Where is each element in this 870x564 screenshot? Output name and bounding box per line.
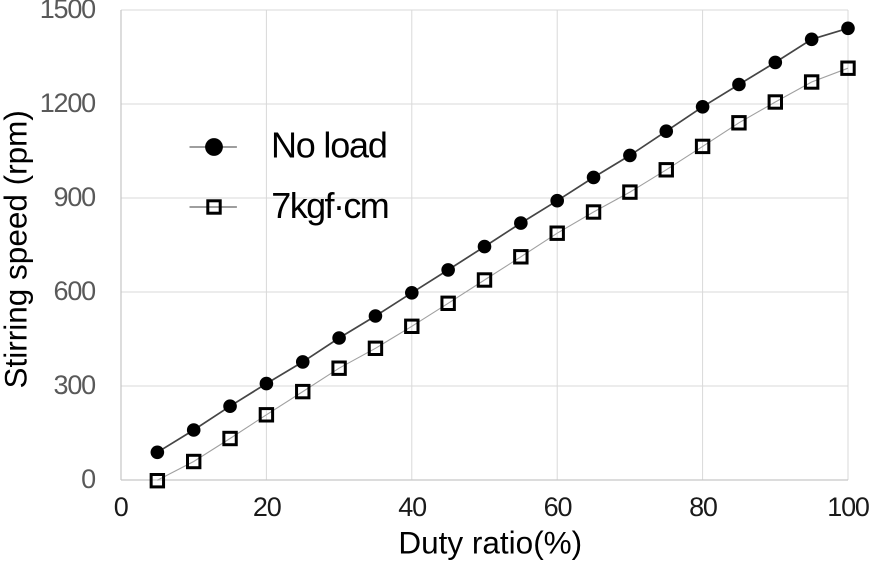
svg-text:7kgf·cm: 7kgf·cm bbox=[271, 185, 388, 226]
svg-text:Stirring speed (rpm): Stirring speed (rpm) bbox=[0, 110, 34, 388]
svg-text:900: 900 bbox=[54, 182, 96, 212]
svg-text:No load: No load bbox=[271, 125, 387, 166]
svg-text:600: 600 bbox=[54, 276, 96, 306]
svg-text:1200: 1200 bbox=[40, 88, 95, 118]
svg-text:0: 0 bbox=[114, 492, 128, 522]
svg-text:60: 60 bbox=[544, 492, 572, 522]
svg-text:100: 100 bbox=[827, 492, 869, 522]
svg-text:Duty ratio(%): Duty ratio(%) bbox=[398, 524, 582, 560]
svg-text:80: 80 bbox=[689, 492, 717, 522]
svg-text:40: 40 bbox=[398, 492, 426, 522]
svg-text:300: 300 bbox=[54, 370, 96, 400]
svg-text:1500: 1500 bbox=[40, 0, 95, 24]
svg-text:0: 0 bbox=[81, 464, 95, 494]
svg-text:20: 20 bbox=[253, 492, 281, 522]
